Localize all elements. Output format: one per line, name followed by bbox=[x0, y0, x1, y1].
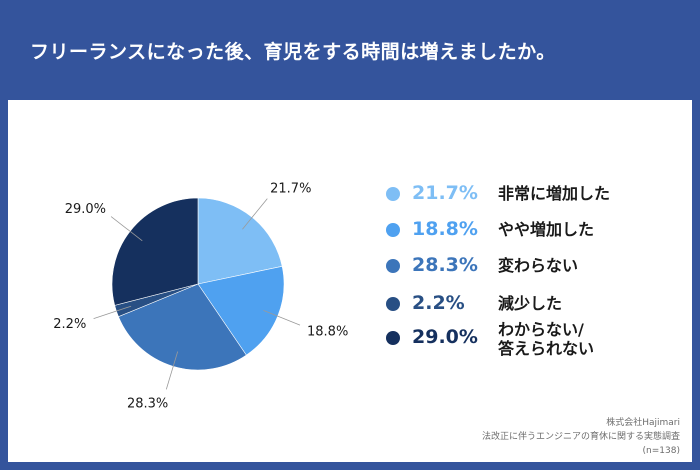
legend-item: 2.2% 減少した bbox=[386, 288, 686, 320]
pie-leader-line bbox=[93, 305, 132, 320]
legend-label: 変わらない bbox=[498, 256, 579, 275]
legend-percent: 21.7% bbox=[412, 182, 478, 204]
legend-label: 非常に増加した bbox=[498, 184, 611, 203]
legend-percent: 18.8% bbox=[412, 218, 478, 240]
legend-label: わからない/答えられない bbox=[498, 320, 595, 358]
legend-swatch bbox=[386, 331, 400, 345]
pie-data-label: 21.7% bbox=[270, 182, 311, 197]
legend-percent: 29.0% bbox=[412, 326, 478, 348]
source-survey: 法改正に伴うエンジニアの育休に関する実態調査 bbox=[481, 432, 680, 442]
pie-data-label: 2.2% bbox=[53, 317, 86, 332]
legend-label: 減少した bbox=[498, 294, 563, 313]
legend-swatch bbox=[386, 259, 400, 273]
pie-data-label: 29.0% bbox=[65, 202, 106, 217]
source-note: 株式会社Hajimari 法改正に伴うエンジニアの育休に関する実態調査 (n=1… bbox=[482, 416, 680, 458]
legend-item: 29.0% わからない/答えられない bbox=[386, 320, 686, 358]
pie-chart: 21.7% 18.8% 28.3% 2.2% 29.0% bbox=[53, 182, 348, 412]
legend-percent: 28.3% bbox=[412, 254, 478, 276]
legend-percent: 2.2% bbox=[412, 292, 465, 314]
pie-leader-line bbox=[165, 351, 179, 390]
legend-item: 21.7% 非常に増加した bbox=[386, 178, 686, 210]
chart-title: フリーランスになった後、育児をする時間は増えましたか。 bbox=[30, 40, 556, 63]
pie-leader-line bbox=[110, 216, 143, 242]
chart-panel: 21.7% 18.8% 28.3% 2.2% 29.0% 21.7% 非常に増加した 18.… bbox=[8, 100, 692, 462]
pie-data-label: 18.8% bbox=[307, 324, 348, 339]
pie-data-label: 28.3% bbox=[127, 397, 168, 412]
pie-leader-line bbox=[263, 310, 301, 326]
legend-swatch bbox=[386, 297, 400, 311]
pie-leader-line bbox=[242, 198, 268, 230]
legend-item: 28.3% 変わらない bbox=[386, 250, 686, 282]
header: フリーランスになった後、育児をする時間は増えましたか。 bbox=[0, 0, 700, 100]
legend-swatch bbox=[386, 187, 400, 201]
source-n: (n=138) bbox=[642, 446, 680, 456]
source-company: 株式会社Hajimari bbox=[606, 418, 680, 428]
legend-label: やや増加した bbox=[498, 220, 595, 239]
legend-swatch bbox=[386, 223, 400, 237]
legend-item: 18.8% やや増加した bbox=[386, 214, 686, 246]
